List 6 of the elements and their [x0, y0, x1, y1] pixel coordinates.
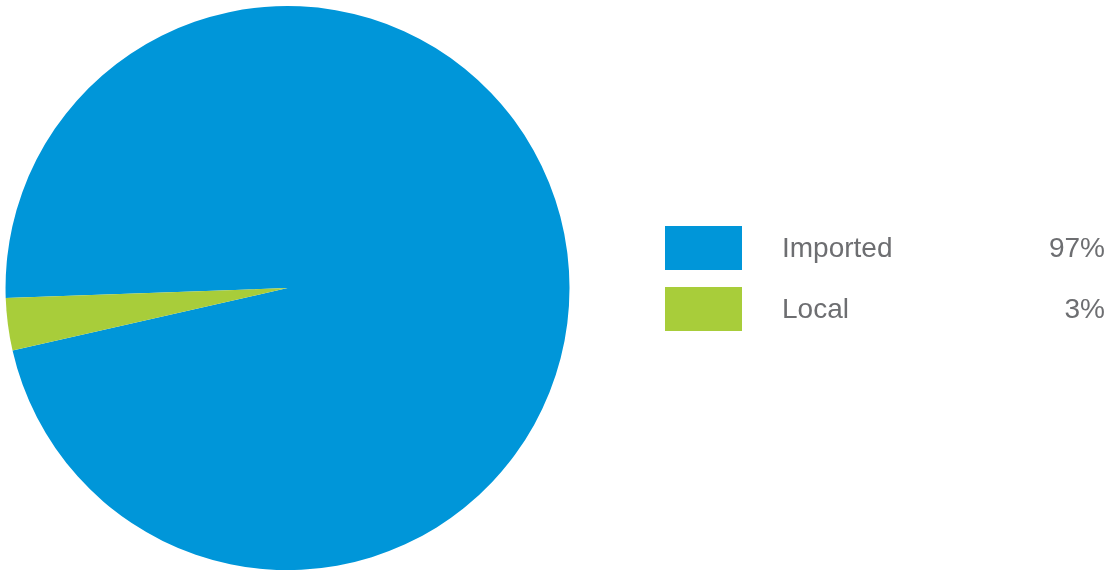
legend-label: Local	[782, 293, 850, 325]
legend-label: Imported	[782, 232, 894, 264]
data-label: 3%	[1064, 293, 1105, 325]
data-label: 97%	[1048, 232, 1105, 264]
pie-slice	[5, 288, 288, 351]
pie-slice	[5, 6, 569, 570]
